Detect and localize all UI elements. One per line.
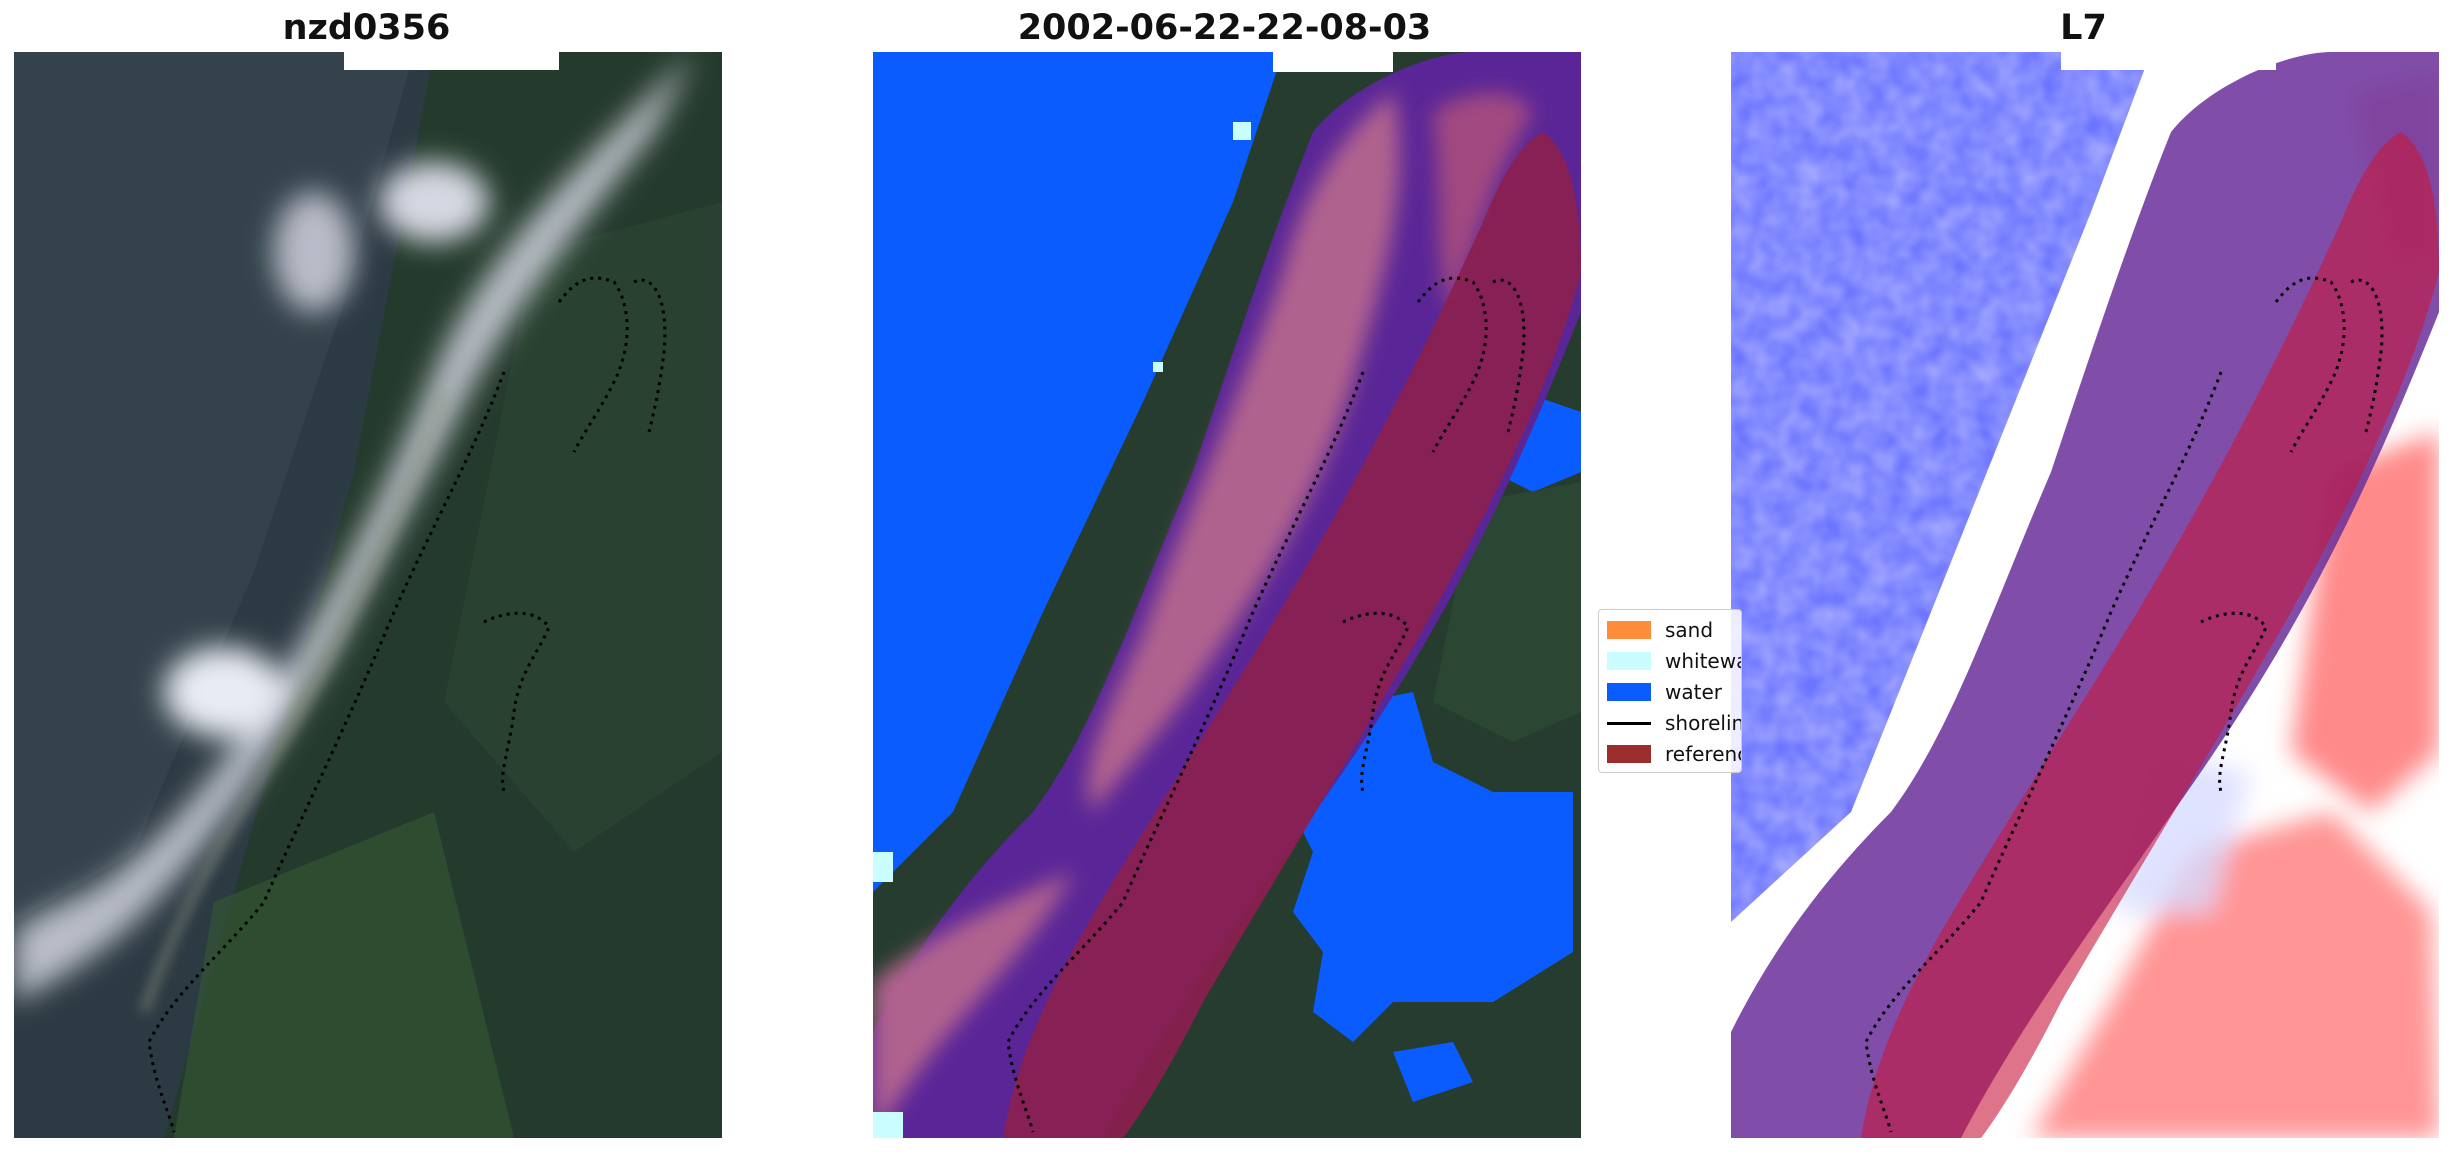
- whitewater-swatch: [1607, 652, 1651, 670]
- legend-item-sand: sand: [1599, 614, 1741, 644]
- index-panel: [1731, 52, 2439, 1138]
- shoreline-path: [147, 371, 506, 1133]
- panel-title-middle: 2002-06-22-22-08-03: [1017, 8, 1432, 48]
- panel-title-right: L7: [2060, 8, 2107, 48]
- classification-image: [873, 52, 1581, 1138]
- legend-label-shoreline: shoreline: [1665, 711, 1741, 735]
- legend-item-shoreline: shoreline: [1599, 707, 1741, 737]
- shoreline-line-swatch: [1607, 722, 1651, 725]
- legend-label-reference: reference: [1665, 742, 1741, 766]
- rgb-image-panel: [14, 52, 722, 1138]
- rgb-image: [14, 52, 722, 1138]
- legend-item-whitewater: whitewater: [1599, 645, 1741, 675]
- classification-panel: [873, 52, 1581, 1138]
- legend-label-whitewater: whitewater: [1665, 649, 1741, 673]
- water-swatch: [1607, 683, 1651, 701]
- panel-title-left: nzd0356: [282, 8, 451, 48]
- legend-item-reference: reference: [1599, 738, 1741, 768]
- legend: sand whitewater water shoreline referenc…: [1598, 609, 1742, 773]
- sand-swatch: [1607, 621, 1651, 639]
- legend-label-sand: sand: [1665, 618, 1714, 642]
- index-image: [1731, 52, 2439, 1138]
- legend-label-water: water: [1665, 680, 1722, 704]
- reference-swatch: [1607, 745, 1651, 763]
- legend-item-water: water: [1599, 676, 1741, 706]
